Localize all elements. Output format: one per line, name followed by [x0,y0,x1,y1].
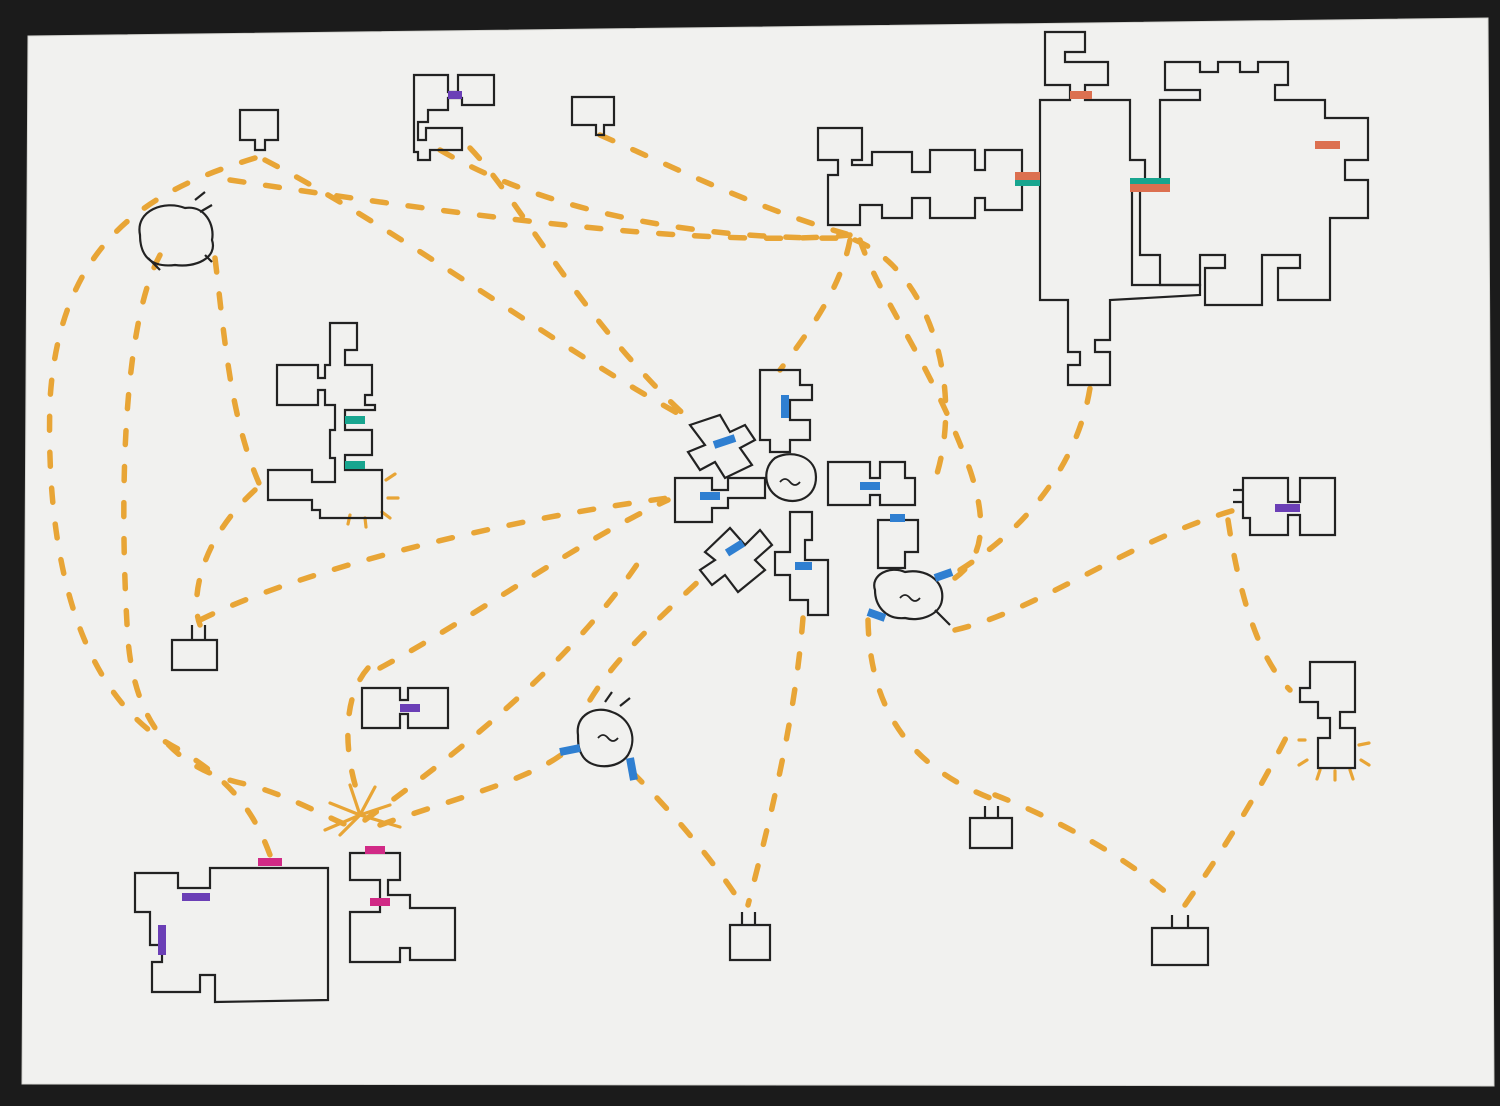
door-blue [712,434,737,449]
room [348,851,457,964]
route-path [193,487,258,628]
route-path [121,252,363,833]
northeast-complex [1138,60,1370,307]
room [1150,915,1210,967]
route-path [377,497,671,671]
door-blue [933,568,954,582]
burst-mark [323,783,402,837]
northeast-complex [1038,30,1202,387]
burst-mark [346,472,400,529]
route-path [952,507,1238,633]
wave-symbol [779,478,801,486]
route-path [957,385,1093,573]
route-path [437,147,853,241]
route-path [1182,717,1298,908]
route-path [46,155,273,858]
door-markers [158,91,1340,955]
burst-mark [1297,738,1371,782]
route-path [1225,517,1293,693]
room [360,686,450,730]
west-complex [266,321,384,520]
east-complex [1298,660,1357,770]
room-layer [133,30,1370,1004]
door-blue [626,757,638,781]
room [968,806,1014,850]
room [170,625,219,672]
route-layer [46,132,1298,908]
route-path [377,749,568,828]
burst-marks [323,472,1371,837]
route-path [587,567,713,703]
route-path [362,557,643,823]
east-complex [1233,476,1337,537]
northeast-complex [816,126,1024,227]
southwest-complex [133,866,330,1004]
central-hub [673,368,920,617]
round-room [138,191,215,271]
room [238,108,280,152]
route-path [467,145,693,423]
route-path [197,495,671,623]
door-blue [724,539,746,557]
room [412,73,496,162]
route-path [992,792,1178,903]
route-path [345,665,371,803]
route-path [227,177,853,242]
door-blue [559,744,581,756]
wave-symbol [597,734,619,742]
route-path [597,132,853,238]
route-path [212,255,265,493]
route-path [777,237,853,373]
door-blue [866,608,887,622]
route-path [262,157,693,423]
route-path [629,769,745,908]
wave-symbol [899,594,921,602]
room [728,912,772,962]
route-path [857,237,984,581]
room [570,95,616,137]
route-path [745,615,806,908]
route-path [865,617,993,801]
round-room [873,568,951,626]
